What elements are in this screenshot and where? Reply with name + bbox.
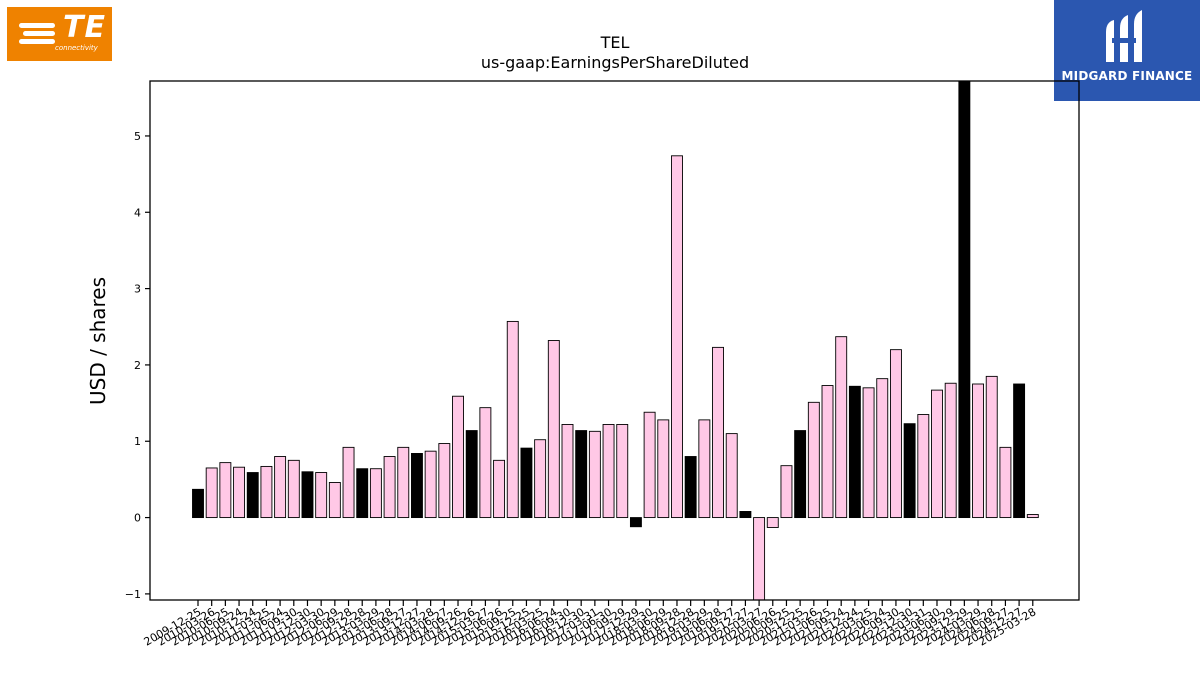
- bar-2017-06-30: [602, 424, 615, 519]
- bar-2020-12-25: [794, 430, 807, 519]
- bar-2010-03-26: [205, 467, 218, 519]
- bar-2013-03-29: [369, 468, 382, 519]
- bar-2015-12-25: [520, 447, 533, 519]
- bar-2016-09-30: [561, 424, 574, 519]
- te-logo-text: TE: [63, 10, 106, 45]
- bar-2023-12-29: [958, 80, 971, 519]
- bar-2016-06-24: [547, 340, 560, 519]
- bar-2018-06-29: [657, 419, 670, 519]
- bars-group: [192, 80, 1039, 601]
- bar-2016-12-30: [575, 430, 588, 519]
- bar-2013-12-27: [411, 453, 423, 519]
- bar-2019-12-27: [739, 511, 752, 519]
- bar-2022-03-25: [862, 387, 875, 519]
- bar-2020-06-26: [766, 517, 779, 528]
- midgard-logo-text: MIDGARD FINANCE: [1061, 69, 1193, 83]
- bar-2010-09-24: [233, 466, 246, 519]
- y-ticks-group: −1 0 1 2 3 4 5: [125, 130, 150, 601]
- bar-2012-09-28: [342, 446, 355, 519]
- bar-2019-06-28: [712, 346, 724, 519]
- y-tick-label: 3: [134, 283, 141, 296]
- bar-2012-06-29: [328, 482, 341, 519]
- bar-2019-03-29: [698, 419, 711, 519]
- bar-2018-03-30: [643, 411, 656, 519]
- bar-61: [1026, 514, 1039, 519]
- bar-2025-03-28: [1013, 383, 1026, 519]
- bar-2023-09-29: [944, 382, 957, 519]
- bar-2018-12-28: [684, 456, 697, 519]
- y-tick-label: 1: [134, 435, 141, 448]
- bar-2013-09-27: [397, 446, 410, 519]
- bar-2010-12-24: [246, 472, 259, 519]
- bar-2011-09-30: [287, 459, 300, 519]
- x-ticks-group: 2009-12-252010-03-262010-06-252010-09-24…: [142, 600, 1038, 649]
- bar-2020-03-27: [753, 517, 766, 601]
- bar-2021-09-24: [835, 336, 848, 519]
- bar-2015-06-26: [493, 459, 506, 519]
- midgard-finance-logo: MIDGARD FINANCE: [1054, 0, 1200, 101]
- bar-2017-03-31: [588, 430, 601, 519]
- plot-frame: [149, 80, 1080, 601]
- y-tick-label: 2: [134, 359, 141, 372]
- bar-2022-09-30: [889, 349, 902, 519]
- bar-2021-12-24: [848, 385, 861, 519]
- bar-2015-09-25: [506, 320, 519, 519]
- bar-2012-03-30: [315, 472, 328, 519]
- bar-2009-12-25: [192, 488, 204, 519]
- bar-2024-06-28: [985, 375, 998, 519]
- bar-2017-09-29: [616, 424, 629, 519]
- bar-2017-12-29: [629, 517, 642, 528]
- bar-2021-03-26: [807, 401, 820, 519]
- chart-title: TEL: [600, 33, 630, 52]
- y-tick-label: 4: [134, 206, 141, 219]
- bar-2024-03-29: [972, 383, 984, 519]
- bar-2022-06-24: [876, 378, 889, 519]
- y-tick-label: 5: [134, 130, 141, 143]
- bar-2020-09-25: [780, 465, 793, 519]
- bar-2024-09-27: [999, 446, 1012, 519]
- bar-2019-09-27: [725, 433, 738, 519]
- bar-2014-06-27: [438, 443, 451, 519]
- chart-subtitle: us-gaap:EarningsPerShareDiluted: [481, 53, 749, 72]
- bar-2015-03-27: [479, 407, 492, 519]
- bar-2011-03-25: [260, 465, 273, 519]
- bar-2011-12-30: [301, 471, 314, 519]
- bar-2013-06-28: [383, 456, 396, 519]
- bar-2014-03-28: [424, 450, 437, 519]
- bar-2021-06-25: [821, 385, 834, 519]
- bar-2011-06-24: [274, 456, 287, 519]
- y-tick-label: 0: [134, 512, 141, 525]
- bar-2014-09-26: [452, 395, 464, 519]
- bar-2018-09-28: [671, 155, 683, 519]
- bar-2022-12-30: [903, 423, 916, 519]
- te-connectivity-logo: TE connectivity: [7, 7, 112, 61]
- bar-2014-12-26: [465, 430, 478, 519]
- y-tick-label: −1: [125, 588, 141, 601]
- te-stripes-icon: [19, 23, 55, 44]
- bar-2016-03-25: [534, 439, 547, 519]
- bar-2012-12-28: [356, 468, 369, 519]
- midgard-mark-icon: [1106, 10, 1142, 62]
- bar-2023-03-31: [917, 414, 930, 519]
- bar-2010-06-25: [219, 462, 232, 519]
- y-axis-label: USD / shares: [86, 277, 110, 405]
- te-logo-subtitle: connectivity: [55, 44, 98, 52]
- bar-2023-06-30: [931, 389, 943, 519]
